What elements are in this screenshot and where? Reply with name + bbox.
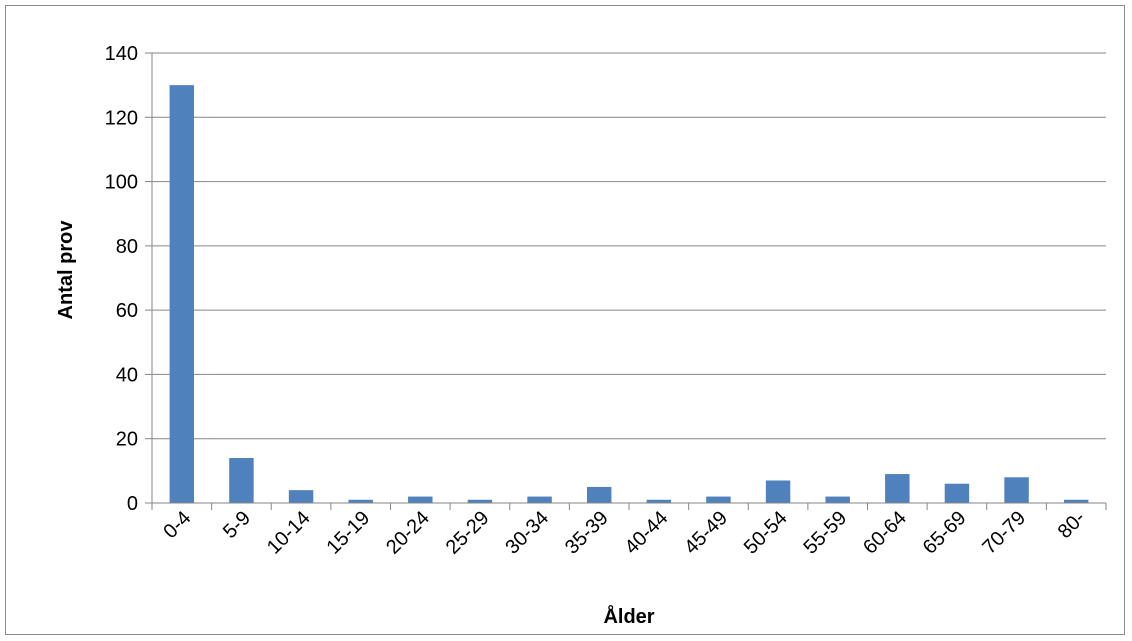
x-tick-label: 35-39	[561, 507, 613, 559]
bar-55-59	[825, 496, 850, 503]
bar-50-54	[765, 480, 791, 503]
x-tick-label: 70-79	[978, 507, 1030, 559]
x-tick-label: 20-24	[382, 507, 434, 559]
x-tick-label: 65-69	[919, 507, 971, 559]
y-tick-label: 40	[116, 364, 138, 386]
y-tick-label: 60	[116, 300, 138, 322]
x-tick-label: 30-34	[501, 507, 553, 559]
gridlines	[152, 52, 1106, 440]
y-tick-labels: 0 20 40 60 80 100 120 140	[105, 43, 138, 515]
y-tick-label: 20	[116, 429, 138, 451]
bar-35-39	[586, 486, 612, 503]
x-axis-title: Ålder	[603, 604, 654, 628]
bar-80-	[1063, 499, 1089, 503]
bar-5-9	[229, 458, 254, 503]
bar-65-69	[944, 483, 970, 503]
y-axis-title: Antal prov	[55, 220, 77, 320]
bar-60-64	[885, 474, 910, 503]
bar-10-14	[288, 490, 314, 503]
axes	[145, 52, 1107, 510]
bar-0-4	[169, 85, 195, 504]
x-tick-label: 15-19	[322, 507, 374, 559]
x-tick-label: 5-9	[219, 507, 255, 543]
y-tick-label: 0	[127, 493, 138, 515]
y-tick-label: 140	[105, 43, 138, 65]
x-tick-label: 45-49	[680, 507, 732, 559]
x-tick-label: 55-59	[799, 507, 851, 559]
bar-30-34	[527, 496, 552, 503]
x-tick-label: 80-	[1054, 507, 1090, 543]
x-tick-labels: 0-4 5-9 10-14 15-19 20-24 25-29 30-34 35-39 40-4…	[159, 507, 1089, 559]
bar-20-24	[408, 496, 433, 503]
y-tick-label: 100	[105, 172, 138, 194]
x-tick-label: 50-54	[740, 507, 792, 559]
y-tick-label: 120	[105, 107, 138, 129]
x-tick-label: 40-44	[621, 507, 673, 559]
x-tick-label: 0-4	[159, 507, 195, 543]
x-tick-label: 10-14	[263, 507, 315, 559]
bar-15-19	[348, 499, 373, 503]
bar-25-29	[467, 499, 493, 503]
bars	[169, 85, 1089, 504]
bar-40-44	[646, 499, 672, 503]
bar-45-49	[706, 496, 731, 503]
x-tick-label: 25-29	[442, 507, 494, 559]
x-tick-label: 60-64	[859, 507, 911, 559]
bar-70-79	[1004, 477, 1029, 503]
y-tick-label: 80	[116, 236, 138, 258]
